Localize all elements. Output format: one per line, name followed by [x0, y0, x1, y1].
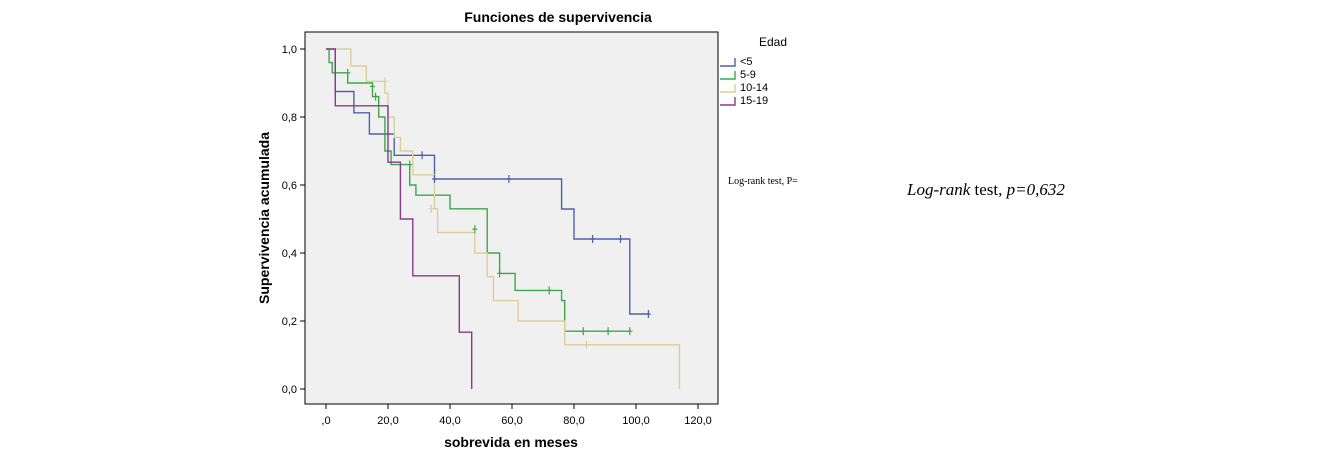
x-tick-label: ,0 [321, 415, 330, 427]
log-rank-p-value: p=0,632 [1006, 180, 1065, 199]
legend-swatch [720, 71, 736, 80]
log-rank-result: Log-rank test, p=0,632 [907, 180, 1065, 200]
log-rank-italic: Log-rank [907, 180, 971, 199]
log-rank-note: Log-rank test, P= [728, 176, 798, 187]
censor-marks [345, 68, 651, 349]
legend-swatch [720, 58, 736, 67]
legend-swatch [720, 84, 736, 93]
legend-label: <5 [740, 56, 753, 68]
legend-swatch [720, 97, 736, 106]
x-tick-label: 60,0 [501, 415, 522, 427]
legend-label: 15-19 [740, 95, 768, 107]
y-tick-label: 0,4 [282, 248, 297, 260]
legend-label: 5-9 [740, 69, 756, 81]
x-tick-label: 120,0 [684, 415, 712, 427]
x-axis-label: sobrevida en meses [444, 434, 578, 450]
x-tick-label: 100,0 [622, 415, 650, 427]
axes: ,0 20,0 40,0 60,0 80,0 100,0 120,0 0,0 0,2 0,4 0,6… [282, 44, 712, 427]
y-tick-label: 0,0 [282, 384, 297, 396]
y-tick-label: 0,6 [282, 180, 297, 192]
y-tick-label: 0,8 [282, 112, 297, 124]
survival-curve [326, 48, 473, 389]
legend-label: 10-14 [740, 82, 768, 94]
x-tick-label: 80,0 [563, 415, 584, 427]
plot-area [304, 31, 719, 405]
legend-title: Edad [759, 35, 787, 49]
survival-curve [326, 48, 649, 315]
log-rank-test-text: test, [970, 180, 1007, 199]
x-tick-label: 40,0 [439, 415, 460, 427]
x-tick-label: 20,0 [377, 415, 398, 427]
y-tick-label: 0,2 [282, 316, 297, 328]
y-tick-label: 1,0 [282, 44, 297, 56]
y-axis-label: Supervivencia acumulada [256, 132, 272, 304]
chart-title: Funciones de supervivencia [464, 9, 652, 25]
